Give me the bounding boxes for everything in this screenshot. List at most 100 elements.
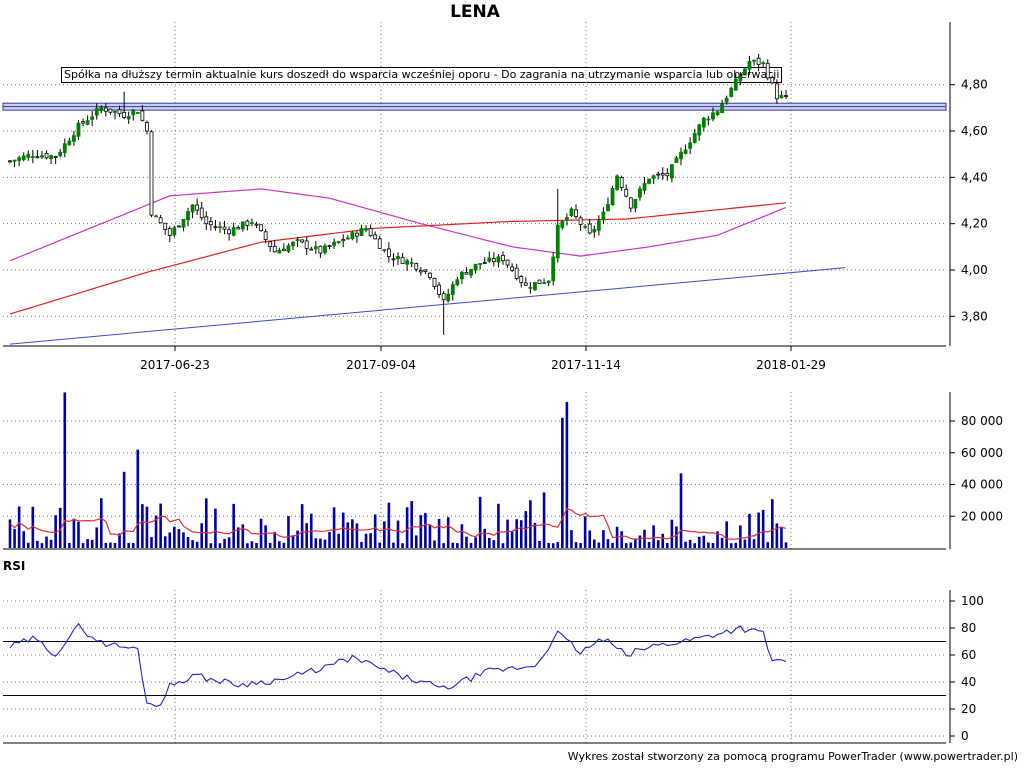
volume-bar <box>465 536 468 548</box>
candle-body <box>140 110 145 121</box>
candle <box>21 152 26 162</box>
candle-body <box>628 197 633 209</box>
volume-bar <box>606 539 610 548</box>
candle <box>533 281 537 291</box>
volume-bar <box>602 530 605 548</box>
volume-bar <box>556 542 560 548</box>
candle-body <box>469 268 473 276</box>
volume-bar <box>182 532 185 548</box>
candle-body <box>222 226 227 230</box>
candle <box>747 55 752 75</box>
candle-body <box>291 242 295 247</box>
candle <box>30 149 35 164</box>
candle <box>117 105 122 117</box>
volume-bar <box>748 513 751 548</box>
volume-bar <box>670 519 674 548</box>
volume-bar <box>291 535 295 548</box>
rsi-y-tick-label: 0 <box>961 729 969 743</box>
candle <box>368 224 373 238</box>
candle-body <box>8 160 12 163</box>
candle <box>286 243 291 253</box>
candle-body <box>359 228 364 236</box>
candle-body <box>186 211 190 221</box>
candle <box>345 234 350 240</box>
candle-body <box>546 280 551 284</box>
rsi-y-tick-label: 20 <box>961 702 976 716</box>
candle <box>222 220 227 235</box>
volume-bar <box>661 533 665 548</box>
volume-bar <box>497 503 500 548</box>
candle-body <box>309 248 314 251</box>
candle-body <box>131 110 136 116</box>
volume-bar <box>583 516 587 548</box>
candle-body <box>336 241 341 244</box>
candle <box>163 222 168 235</box>
candle-body <box>227 229 232 235</box>
volume-bar <box>679 473 683 548</box>
candle-body <box>551 256 556 282</box>
candle-body <box>460 271 464 280</box>
candle-body <box>455 279 460 286</box>
candle <box>587 218 592 235</box>
volume-bar <box>597 542 601 548</box>
candle-body <box>638 188 642 198</box>
volume-bar <box>515 519 518 548</box>
volume-bar <box>31 506 35 548</box>
candle <box>103 103 108 117</box>
volume-bar <box>218 543 222 548</box>
volume-bar <box>711 542 715 548</box>
candle-body <box>674 157 679 163</box>
volume-bar <box>524 511 528 548</box>
volume-bar <box>702 535 706 548</box>
chart-annotation: Spółka na dłuższy termin aktualnie kurs … <box>61 67 783 83</box>
volume-bar <box>716 531 719 548</box>
candle <box>341 234 346 248</box>
volume-bar <box>533 522 537 548</box>
volume-bar <box>223 538 226 548</box>
candle <box>131 108 136 121</box>
candle <box>186 207 190 227</box>
candle <box>195 198 200 215</box>
candle <box>688 137 693 154</box>
candle <box>596 215 601 236</box>
volume-bar <box>519 520 523 548</box>
candle <box>624 184 629 198</box>
volume-bar <box>433 540 436 548</box>
candle-body <box>669 164 674 179</box>
volume-bar <box>81 543 85 548</box>
volume-bar <box>8 519 12 548</box>
volume-bar <box>451 542 455 548</box>
volume-bar <box>200 523 204 548</box>
volume-bar <box>337 533 340 548</box>
volume-bar <box>419 515 423 548</box>
candle-body <box>58 151 63 157</box>
volume-bar <box>296 530 299 548</box>
price-y-tick-label: 4,60 <box>961 124 988 138</box>
volume-bar <box>127 542 130 548</box>
candle-body <box>432 277 437 287</box>
candle-body <box>67 140 72 146</box>
volume-bar <box>99 498 103 548</box>
candle <box>172 225 177 238</box>
candle <box>756 53 761 72</box>
candle <box>167 226 172 243</box>
candle-body <box>231 227 236 236</box>
candle <box>418 267 423 276</box>
candle-body <box>259 224 263 232</box>
candle-body <box>167 228 172 236</box>
volume-bar <box>387 502 391 548</box>
candle <box>158 214 163 224</box>
volume-bar <box>729 543 733 548</box>
candle <box>176 225 181 228</box>
candle-body <box>318 245 323 254</box>
volume-bar <box>360 542 363 548</box>
volume-bar <box>405 507 409 548</box>
volume-bar <box>36 540 39 548</box>
volume-bar <box>95 527 99 548</box>
candle-body <box>195 204 200 211</box>
candle <box>765 59 770 81</box>
volume-bar <box>351 519 354 548</box>
candle <box>26 150 31 161</box>
candle-body <box>770 77 775 84</box>
volume-bar <box>688 539 692 548</box>
